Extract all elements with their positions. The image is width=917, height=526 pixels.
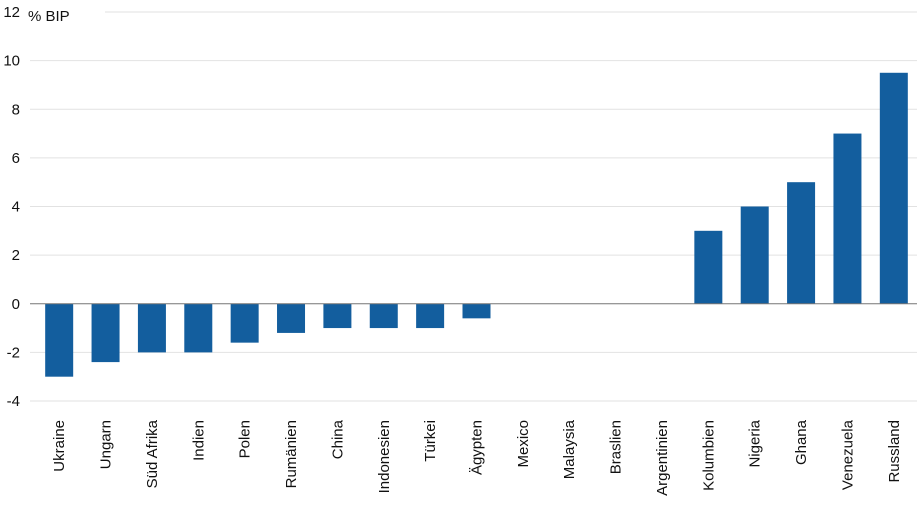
y-axis-label: % BIP <box>28 8 70 25</box>
bar <box>416 303 445 329</box>
x-tick-label: Malaysia <box>561 419 578 479</box>
x-tick-label: China <box>329 419 346 459</box>
y-tick-label: 0 <box>12 296 20 313</box>
bar <box>740 206 769 304</box>
bar <box>137 303 166 353</box>
x-tick-label: Ukraine <box>51 420 68 472</box>
bar <box>879 72 908 304</box>
x-tick-label: Braslien <box>608 420 625 474</box>
x-tick-label: Russland <box>886 420 903 483</box>
bar <box>694 230 723 304</box>
x-tick-label: Ägypten <box>469 420 486 475</box>
bar <box>184 303 213 353</box>
y-tick-label: 12 <box>3 4 20 21</box>
bar <box>323 303 352 329</box>
y-tick-label: -4 <box>7 393 20 410</box>
x-tick-labels: Ukraine Ungarn Süd Afrika Indien Polen Rumäni… <box>51 419 903 496</box>
x-tick-label: Ghana <box>793 419 810 465</box>
bar <box>230 303 259 343</box>
x-tick-label: Süd Afrika <box>144 419 161 488</box>
bar <box>91 303 120 363</box>
x-tick-label: Indien <box>190 420 207 461</box>
x-tick-label: Polen <box>237 420 254 458</box>
x-tick-label: Mexico <box>515 420 532 468</box>
y-tick-label: 4 <box>12 199 20 216</box>
x-tick-label: Nigeria <box>747 419 764 467</box>
y-tick-label: 8 <box>12 101 20 118</box>
bar <box>787 182 816 304</box>
y-tick-labels: -4 -2 0 2 4 6 8 10 12 <box>3 4 20 410</box>
x-tick-label: Türkei <box>422 420 439 462</box>
x-tick-label: Ungarn <box>98 420 115 469</box>
x-tick-label: Venezuela <box>839 419 856 490</box>
x-tick-label: Argentinien <box>654 420 671 496</box>
x-tick-label: Indonesien <box>376 420 393 493</box>
x-tick-label: Kolumbien <box>700 420 717 491</box>
bar <box>462 303 491 319</box>
bars <box>45 72 908 377</box>
y-tick-label: 2 <box>12 247 20 264</box>
y-tick-label: -2 <box>7 344 20 361</box>
y-tick-label: 6 <box>12 150 20 167</box>
bar <box>369 303 398 329</box>
gridlines <box>30 11 917 402</box>
bar <box>45 303 74 377</box>
x-tick-label: Rumänien <box>283 420 300 488</box>
y-tick-label: 10 <box>3 53 20 70</box>
bar <box>833 133 862 304</box>
bar <box>277 303 306 333</box>
